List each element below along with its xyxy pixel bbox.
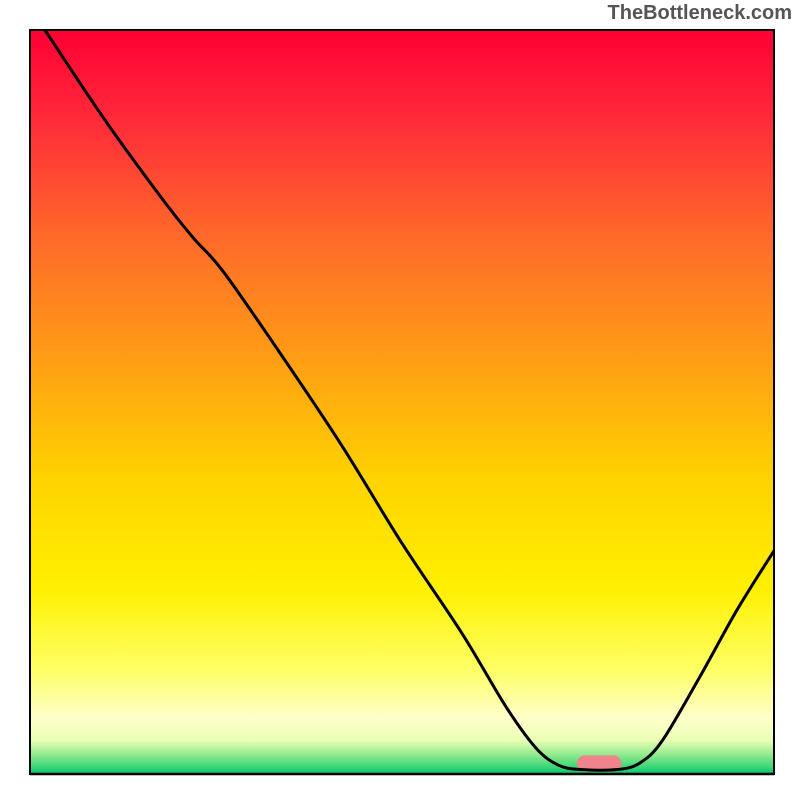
watermark-text: TheBottleneck.com <box>608 2 792 25</box>
bottleneck-chart: TheBottleneck.com <box>0 0 800 800</box>
plot-background <box>30 30 774 774</box>
chart-svg <box>0 0 800 800</box>
